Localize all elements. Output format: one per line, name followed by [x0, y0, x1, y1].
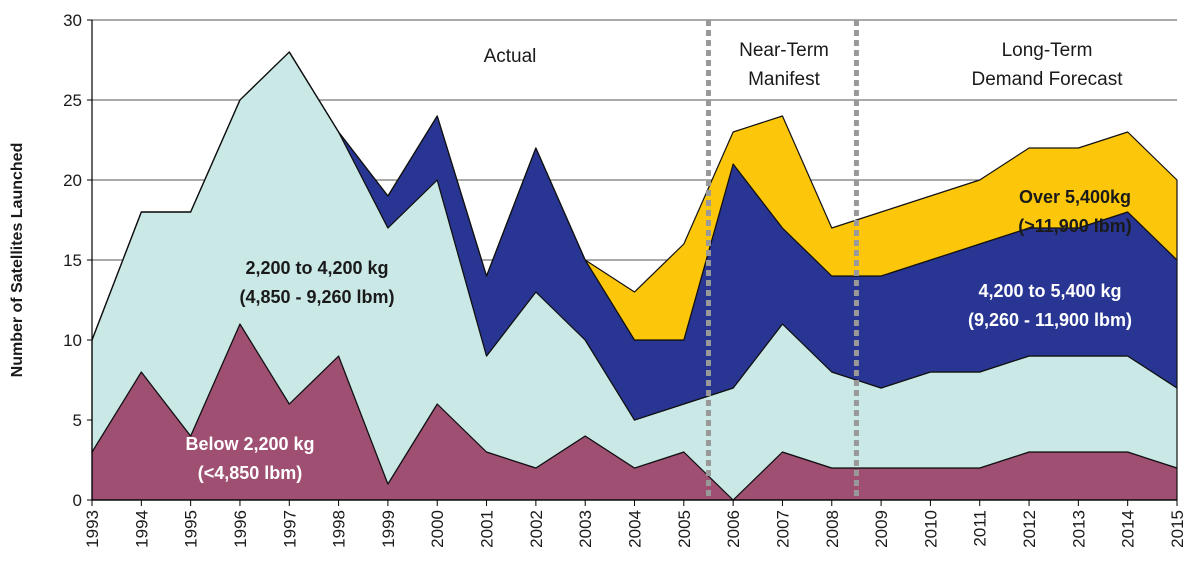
y-tick-label: 15: [63, 251, 82, 270]
annotation: Manifest: [748, 69, 821, 90]
x-tick-label: 2012: [1020, 510, 1039, 548]
series-label: Below 2,200 kg: [185, 434, 314, 454]
x-tick-label: 2009: [872, 510, 891, 548]
x-tick-label: 1997: [280, 510, 299, 548]
annotation: Long-Term: [1002, 40, 1093, 61]
y-tick-label: 20: [63, 171, 82, 190]
y-tick-label: 0: [73, 491, 82, 510]
annotation: Near-Term: [739, 40, 829, 61]
x-tick-label: 2000: [428, 510, 447, 548]
series-label: 4,200 to 5,400 kg: [978, 281, 1121, 301]
annotation: Demand Forecast: [971, 69, 1123, 90]
series-label: (4,850 - 9,260 lbm): [239, 287, 394, 307]
x-tick-label: 2010: [921, 510, 940, 548]
series-label: 2,200 to 4,200 kg: [245, 258, 388, 278]
series-label: (9,260 - 11,900 lbm): [968, 310, 1132, 330]
series-label: (>11,900 lbm): [1018, 216, 1132, 236]
x-tick-label: 2007: [773, 510, 792, 548]
annotation: Actual: [484, 46, 537, 67]
y-tick-label: 5: [73, 411, 82, 430]
x-tick-label: 1993: [83, 510, 102, 548]
y-tick-label: 25: [63, 91, 82, 110]
x-tick-label: 2005: [675, 510, 694, 548]
x-tick-label: 1994: [132, 510, 151, 548]
x-tick-label: 2008: [823, 510, 842, 548]
x-tick-label: 2014: [1119, 510, 1138, 548]
series-label: (<4,850 lbm): [198, 463, 303, 483]
x-tick-label: 1995: [182, 510, 201, 548]
x-tick-label: 2006: [724, 510, 743, 548]
series-label: Over 5,400kg: [1019, 187, 1131, 207]
x-tick-label: 2001: [478, 510, 497, 548]
x-tick-label: 2011: [971, 510, 990, 547]
x-tick-label: 1996: [231, 510, 250, 548]
y-axis-label: Number of Satellites Launched: [9, 143, 26, 378]
area: [91, 51, 1178, 341]
x-tick-label: 1999: [379, 510, 398, 548]
x-tick-label: 2002: [527, 510, 546, 548]
x-tick-label: 2015: [1168, 510, 1187, 548]
x-tick-label: 2003: [576, 510, 595, 548]
y-tick-label: 30: [63, 11, 82, 30]
x-tick-label: 1998: [330, 510, 349, 548]
y-tick-label: 10: [63, 331, 82, 350]
x-tick-label: 2013: [1069, 510, 1088, 548]
x-tick-label: 2004: [626, 510, 645, 548]
